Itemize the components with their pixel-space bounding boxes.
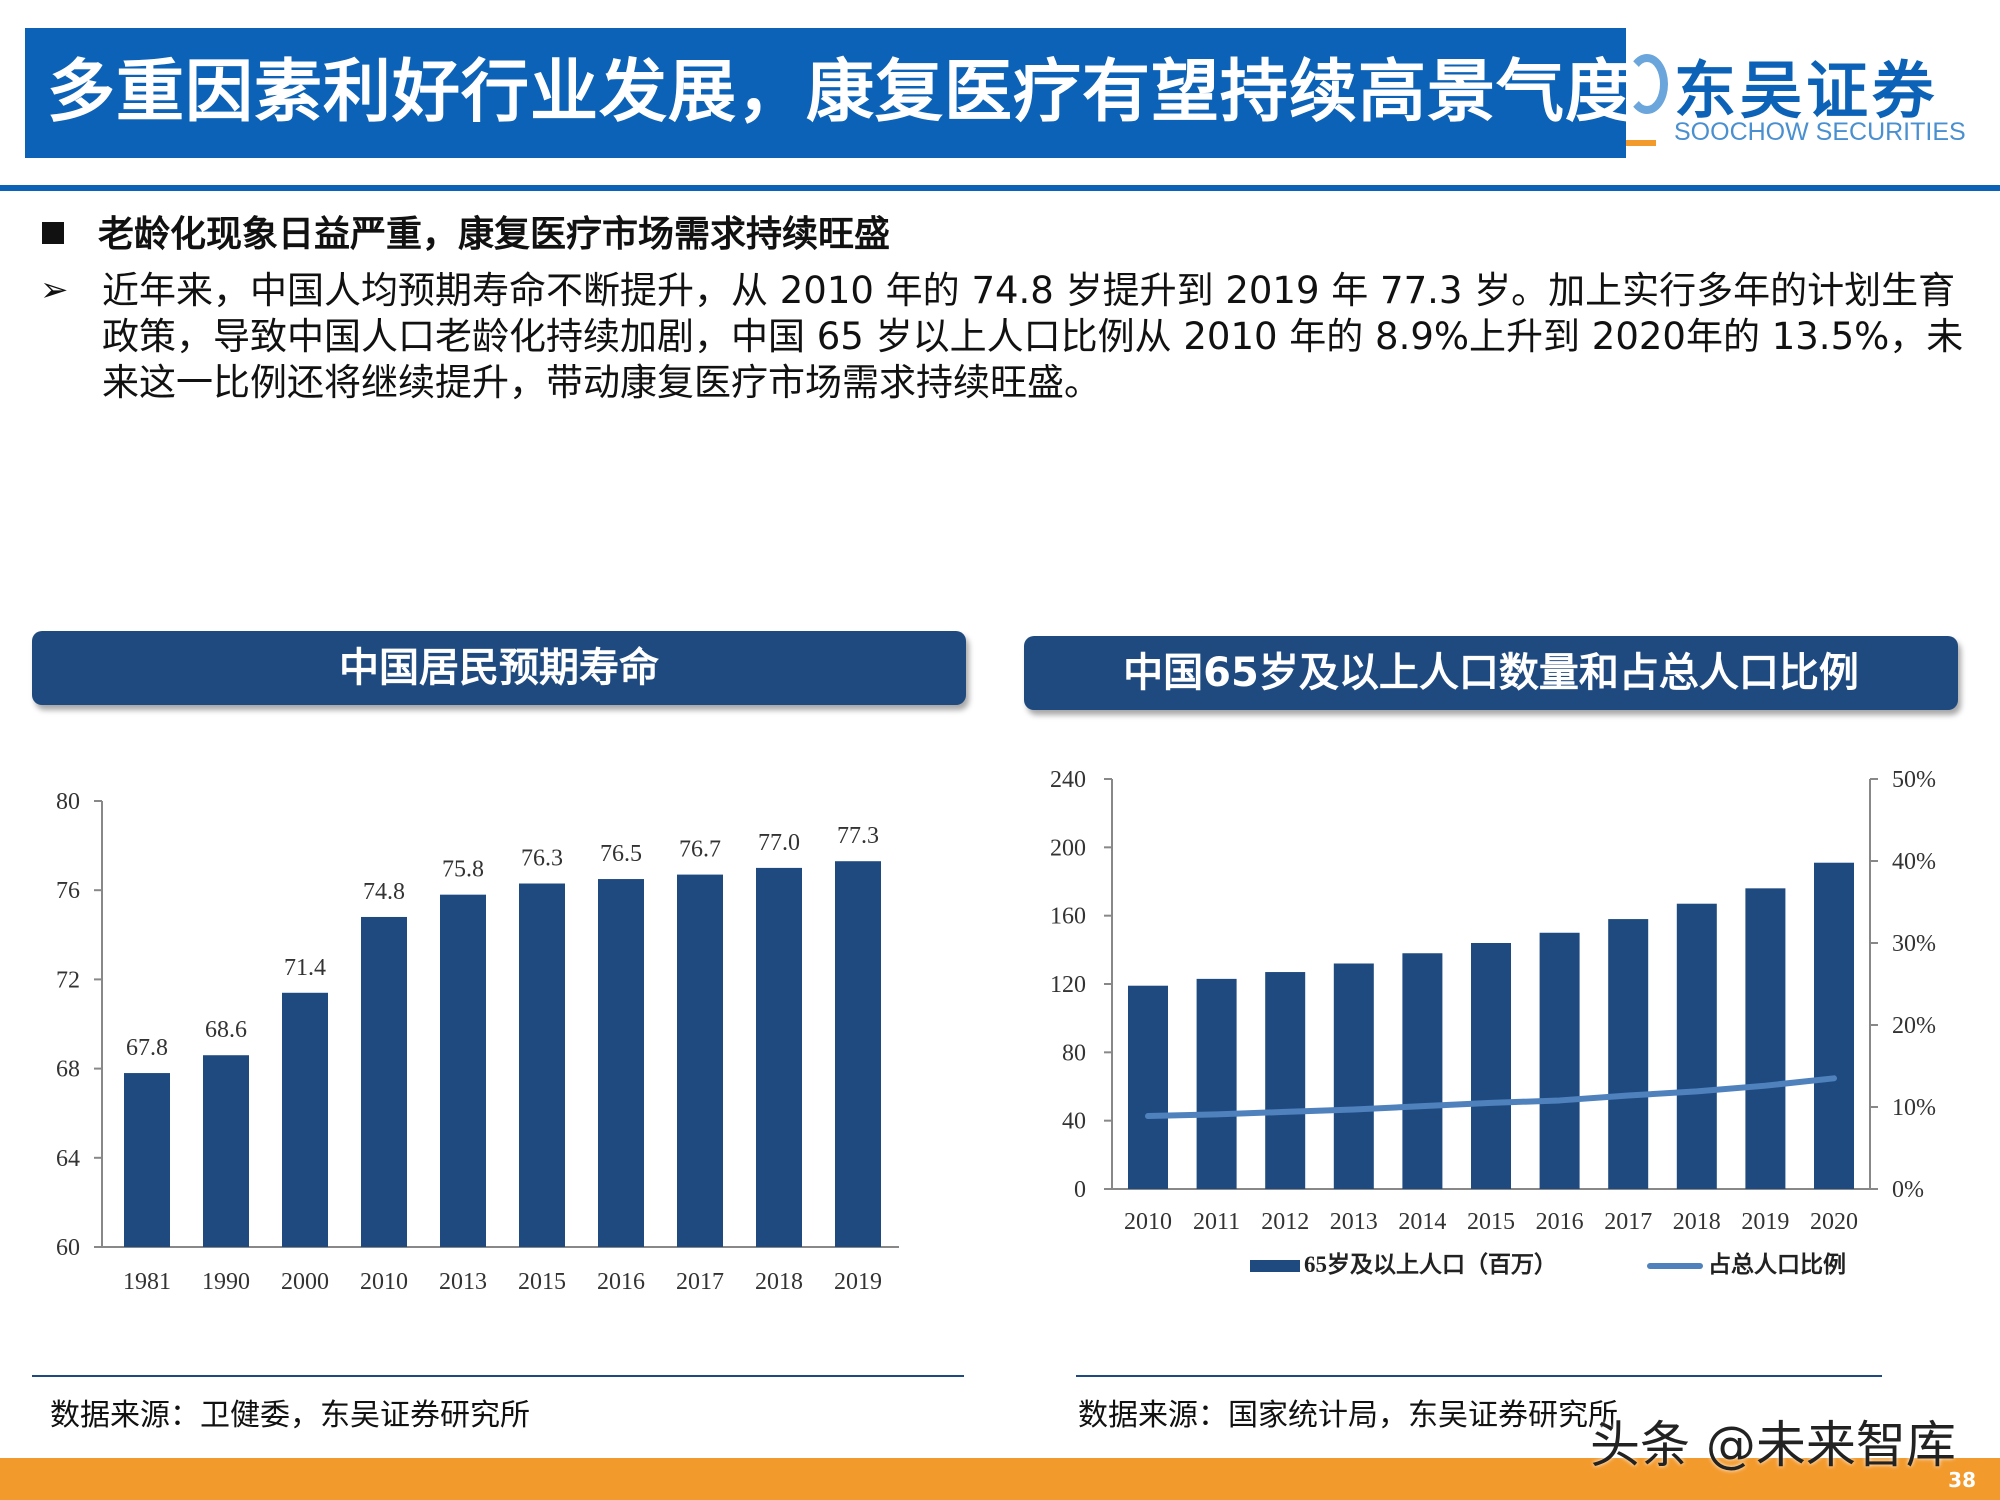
footer-bar — [0, 1458, 2000, 1500]
arrow-bullet-icon: ➢ — [40, 270, 69, 310]
y-tick-label: 40 — [1062, 1109, 1086, 1135]
data-label: 76.7 — [679, 837, 721, 863]
soochow-logo: 东吴证券 SOOCHOW SECURITIES — [1626, 40, 2000, 160]
watermark: 头条 @未来智库 — [1590, 1416, 1956, 1474]
x-tick-label: 2016 — [597, 1269, 645, 1295]
elderly-population-chart: 0 40 80 120 160 200 240 0% 10% 20% 30% 40% 50% 2010 20… — [1050, 767, 1936, 1277]
bar-2015 — [1471, 943, 1511, 1189]
y2-tick-label: 30% — [1892, 931, 1936, 957]
y2-tick-label: 0% — [1892, 1177, 1924, 1203]
y-tick-label: 0 — [1074, 1177, 1086, 1203]
legend-line-label: 占总人口比例 — [1708, 1251, 1846, 1277]
section-heading: 老龄化现象日益严重，康复医疗市场需求持续旺盛 — [42, 205, 890, 257]
x-tick-label: 2017 — [676, 1269, 724, 1295]
life-expectancy-chart: 60 64 68 72 76 80 67.8 1981 68.6 1990 71.4 2000 74.8… — [56, 789, 899, 1295]
x-tick-label: 2015 — [1467, 1209, 1515, 1235]
bar-2011 — [1196, 978, 1237, 1189]
right-chart-title: 中国65岁及以上人口数量和占总人口比例 — [1024, 636, 1958, 710]
data-label: 75.8 — [442, 857, 484, 883]
data-label: 71.4 — [284, 955, 326, 981]
x-tick-label: 2017 — [1604, 1209, 1652, 1235]
y-tick-label: 120 — [1050, 972, 1086, 998]
y2-tick-label: 10% — [1892, 1095, 1936, 1121]
data-label: 77.3 — [837, 823, 879, 849]
x-tick-label: 2018 — [1673, 1209, 1721, 1235]
y-tick-label: 64 — [56, 1146, 80, 1172]
x-tick-label: 2019 — [1741, 1209, 1789, 1235]
data-label: 74.8 — [363, 879, 405, 905]
x-tick-label: 1990 — [202, 1269, 250, 1295]
bar-1981 — [124, 1073, 170, 1247]
logo-cn-text: 东吴证券 — [1674, 54, 1939, 127]
x-tick-label: 2012 — [1261, 1209, 1309, 1235]
x-tick-label: 2015 — [518, 1269, 566, 1295]
bar-2017 — [677, 874, 723, 1247]
bar-2010 — [1128, 985, 1168, 1189]
y2-tick-label: 50% — [1892, 767, 1936, 793]
page-title: 多重因素利好行业发展，康复医疗有望持续高景气度 — [25, 28, 1633, 158]
page-number: 38 — [1948, 1468, 1976, 1492]
y-tick-label: 160 — [1050, 904, 1086, 930]
y2-tick-label: 20% — [1892, 1013, 1936, 1039]
header-rule — [0, 185, 2000, 191]
y-tick-label: 80 — [1062, 1040, 1086, 1066]
bar-2018 — [756, 867, 802, 1247]
bar-2010 — [361, 916, 407, 1247]
left-source-divider — [32, 1375, 964, 1377]
x-tick-label: 2013 — [439, 1269, 487, 1295]
bar-2000 — [282, 992, 328, 1247]
y-tick-label: 80 — [56, 789, 80, 815]
bar-2013 — [1333, 963, 1374, 1189]
x-tick-label: 2010 — [1124, 1209, 1172, 1235]
x-tick-label: 2020 — [1810, 1209, 1858, 1235]
section-heading-text: 老龄化现象日益严重，康复医疗市场需求持续旺盛 — [98, 214, 891, 255]
x-tick-label: 1981 — [123, 1269, 171, 1295]
data-label: 67.8 — [126, 1035, 168, 1061]
y-tick-label: 76 — [56, 878, 80, 904]
data-label: 77.0 — [758, 830, 800, 856]
x-tick-label: 2013 — [1330, 1209, 1378, 1235]
body-paragraph: 近年来，中国人均预期寿命不断提升，从 2010 年的 74.8 岁提升到 201… — [102, 269, 1964, 404]
y-tick-label: 240 — [1050, 767, 1086, 793]
y-tick-label: 72 — [56, 967, 80, 993]
x-tick-label: 2011 — [1193, 1209, 1240, 1235]
data-label: 68.6 — [205, 1017, 247, 1043]
legend-bar-label: 65岁及以上人口（百万） — [1304, 1251, 1557, 1277]
bar-2016 — [1539, 932, 1580, 1189]
x-tick-label: 2010 — [360, 1269, 408, 1295]
x-tick-label: 2019 — [834, 1269, 882, 1295]
square-bullet-icon — [42, 222, 64, 244]
logo-en-text: SOOCHOW SECURITIES — [1674, 118, 1966, 146]
bar-2015 — [519, 883, 565, 1247]
data-label: 76.5 — [600, 841, 642, 867]
x-tick-label: 2014 — [1398, 1209, 1446, 1235]
bar-2018 — [1676, 903, 1717, 1189]
logo-mark-icon — [1626, 54, 1668, 114]
bar-2019 — [835, 861, 881, 1247]
right-source-divider — [1076, 1375, 1882, 1377]
bar-2012 — [1265, 972, 1306, 1189]
bar-2013 — [440, 894, 486, 1247]
left-chart-title: 中国居民预期寿命 — [32, 631, 966, 705]
x-tick-label: 2000 — [281, 1269, 329, 1295]
data-label: 76.3 — [521, 846, 563, 872]
bar-2014 — [1402, 953, 1443, 1189]
y-tick-label: 68 — [56, 1057, 80, 1083]
left-source: 数据来源：卫健委，东吴证券研究所 — [50, 1398, 530, 1433]
right-source: 数据来源：国家统计局，东吴证券研究所 — [1078, 1398, 1618, 1433]
logo-accent-bar — [1626, 140, 1656, 146]
bar-2020 — [1814, 862, 1854, 1189]
y2-tick-label: 40% — [1892, 849, 1936, 875]
y-tick-label: 200 — [1050, 835, 1086, 861]
bar-2016 — [598, 879, 644, 1247]
bar-2019 — [1745, 888, 1786, 1189]
legend-bar-swatch — [1250, 1260, 1300, 1272]
x-tick-label: 2018 — [755, 1269, 803, 1295]
bar-1990 — [203, 1055, 249, 1247]
x-tick-label: 2016 — [1536, 1209, 1584, 1235]
y-tick-label: 60 — [56, 1235, 80, 1261]
bar-2017 — [1608, 919, 1649, 1189]
